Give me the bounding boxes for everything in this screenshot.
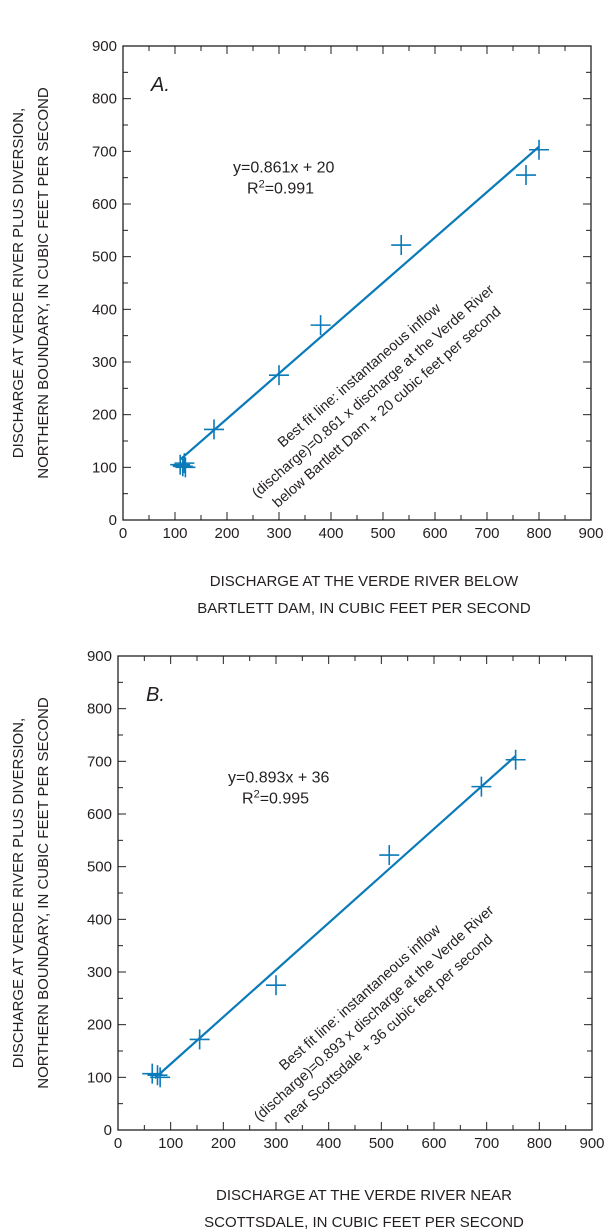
best-fit-line [179,145,540,461]
r-squared-sup: 2 [259,178,265,190]
data-point [266,975,286,996]
regression-equation: y=0.893x + 36 [228,769,330,786]
r-squared-prefix: R [247,180,259,197]
fit-note-line: (discharge)=0.893 x discharge at the Ver… [251,902,497,1124]
data-point [170,454,191,475]
data-point [310,315,331,336]
panel-label: B. [146,684,165,706]
x-tick-label: 100 [158,1135,183,1152]
y-tick-label: 200 [87,1017,112,1034]
data-point [150,1067,171,1088]
fit-note-line: (discharge)=0.861 x discharge at the Ver… [249,282,497,502]
x-tick-label: 500 [369,1135,394,1152]
data-point [147,1065,168,1086]
data-point [175,457,196,478]
x-tick-label: 600 [421,1135,446,1152]
data-point [174,453,195,474]
data-point [471,776,492,797]
x-tick-label: 700 [474,1135,499,1152]
data-point [379,845,400,866]
r-squared-value: =0.991 [265,180,314,197]
y-tick-label: 700 [87,753,112,770]
r-squared-sup: 2 [254,788,260,800]
data-point [391,235,412,256]
x-tick-label: 700 [474,525,499,542]
x-tick-label: 200 [214,525,239,542]
y-tick-label: 600 [87,806,112,823]
y-tick-label: 0 [104,1122,112,1139]
y-axis-title: NORTHERN BOUNDARY, IN CUBIC FEET PER SEC… [35,697,52,1089]
y-tick-label: 400 [87,911,112,928]
y-axis-title: NORTHERN BOUNDARY, IN CUBIC FEET PER SEC… [35,87,52,479]
r-squared: R2=0.991 [247,178,314,197]
y-tick-label: 900 [92,38,117,55]
x-axis-title: DISCHARGE AT THE VERDE RIVER NEAR [216,1187,512,1204]
x-tick-label: 300 [266,525,291,542]
y-tick-label: 600 [92,196,117,213]
y-tick-label: 500 [92,249,117,266]
chart-panel-a: 0 100 200 300 400 500 600 700 800 900 0 100 200 300 40… [10,38,604,617]
y-axis-title: DISCHARGE AT VERDE RIVER PLUS DIVERSION, [10,718,27,1068]
y-tick-label: 900 [87,648,112,665]
x-tick-label: 800 [526,525,551,542]
r-squared-prefix: R [242,790,254,807]
data-point [516,165,536,186]
x-tick-label: 0 [114,1135,122,1152]
x-tick-label: 200 [211,1135,236,1152]
data-point [204,419,224,440]
y-tick-label: 300 [92,354,117,371]
y-tick-label: 100 [87,1069,112,1086]
y-axis-title: DISCHARGE AT VERDE RIVER PLUS DIVERSION, [10,108,27,458]
data-point [505,749,526,770]
r-squared-value: =0.995 [260,790,309,807]
y-tick-label: 100 [92,459,117,476]
y-tick-label: 700 [92,143,117,160]
x-tick-label: 400 [316,1135,341,1152]
data-point [529,139,549,160]
x-tick-label: 300 [263,1135,288,1152]
data-point [189,1029,210,1050]
fit-note: Best fit line: instantaneous inflow(disc… [249,282,504,511]
data-point [172,456,193,477]
r-squared: R2=0.995 [242,788,309,807]
x-tick-label: 800 [527,1135,552,1152]
data-point [142,1063,163,1084]
x-tick-label: 900 [579,1135,604,1152]
x-tick-label: 500 [370,525,395,542]
y-tick-label: 400 [92,301,117,318]
y-tick-label: 800 [92,91,117,108]
panel-label: A. [150,74,170,96]
x-tick-label: 100 [162,525,187,542]
y-tick-label: 200 [92,407,117,424]
regression-equation: y=0.861x + 20 [233,159,335,176]
best-fit-line [154,755,517,1079]
x-axis-title: SCOTTSDALE, IN CUBIC FEET PER SECOND [204,1214,524,1230]
x-tick-label: 0 [119,525,127,542]
x-tick-label: 600 [422,525,447,542]
x-axis-title: DISCHARGE AT THE VERDE RIVER BELOW [210,573,519,590]
fit-note: Best fit line: instantaneous inflow(disc… [251,902,497,1126]
x-tick-label: 400 [318,525,343,542]
data-point [269,365,289,386]
y-tick-label: 500 [87,859,112,876]
fit-note-line: below Bartlett Dam + 20 cubic feet per s… [270,304,504,511]
x-axis-title: BARTLETT DAM, IN CUBIC FEET PER SECOND [197,600,531,617]
y-tick-label: 0 [109,512,117,529]
y-tick-label: 300 [87,964,112,981]
y-tick-label: 800 [87,701,112,718]
x-tick-label: 900 [578,525,603,542]
chart-panel-b: 0 100 200 300 400 500 600 700 800 900 0 100 200 300 40… [10,648,605,1230]
